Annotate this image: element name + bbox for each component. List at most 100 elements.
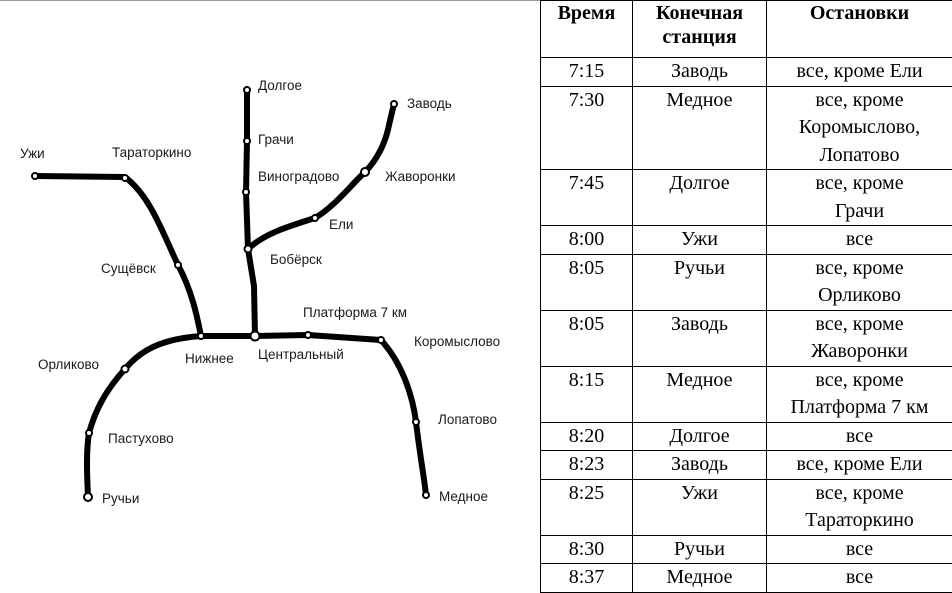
stops-line: все [846, 566, 873, 588]
station-vinogradovo-marker [243, 189, 249, 195]
station-label-koromyslovo: Коромыслово [414, 334, 500, 349]
terminal-cell: Ручьи [633, 254, 767, 310]
track-uzhi-nizhnee [35, 176, 201, 336]
stops-line: все [846, 538, 873, 560]
time-cell: 8:25 [541, 479, 633, 535]
station-label-pastukhovo: Пастухово [108, 431, 174, 446]
stops-cell: все, кроме Ели [767, 58, 952, 87]
terminal-cell: Медное [633, 86, 767, 170]
station-label-uzhi: Ужи [20, 146, 45, 161]
station-grachi-marker [244, 138, 250, 144]
terminal-cell: Долгое [633, 170, 767, 226]
station-sushchyovsk-marker [175, 262, 181, 268]
header-time: Время [541, 1, 633, 58]
time-cell: 8:05 [541, 254, 633, 310]
time-cell: 8:00 [541, 226, 633, 255]
stops-line: все, кроме Ели [796, 453, 922, 475]
stops-line: все, кроме [815, 172, 903, 194]
stops-line: все, кроме [815, 257, 903, 279]
station-platforma7-marker [305, 332, 311, 338]
station-label-lopatovo: Лопатово [438, 412, 497, 427]
station-koromyslovo-marker [378, 337, 384, 343]
station-label-nizhnee: Нижнее [185, 351, 234, 366]
station-zhavoronki-marker [361, 168, 369, 176]
terminal-cell: Ужи [633, 226, 767, 255]
time-cell: 8:05 [541, 310, 633, 366]
terminal-cell: Медное [633, 564, 767, 593]
stops-line: Тараторкино [805, 509, 914, 531]
station-label-platforma7: Платформа 7 км [303, 305, 407, 320]
station-orlikovo-marker [122, 366, 129, 373]
station-dolgoe-marker [244, 87, 250, 93]
terminal-cell: Ручьи [633, 535, 767, 564]
time-cell: 8:20 [541, 422, 633, 451]
terminal-cell: Заводь [633, 310, 767, 366]
stops-line: Грачи [835, 200, 884, 222]
stops-cell: все, кроме Грачи [767, 170, 952, 226]
stops-line: Жаворонки [811, 340, 908, 362]
header-terminal-line1: Конечная [656, 2, 743, 24]
stops-line: все [846, 228, 873, 250]
track-koromyslovo-mednoe [381, 340, 426, 495]
station-centralny-marker [251, 332, 260, 341]
track-centralny-dolgoe [246, 90, 255, 336]
station-uzhi-marker [32, 173, 38, 179]
stops-cell: все [767, 226, 952, 255]
station-zavod-marker [391, 101, 397, 107]
station-ruchyi-marker [84, 493, 92, 501]
station-pastukhovo-marker [86, 430, 92, 436]
railway-map: Долгое Грачи Виноградово Бобёрск Ели Жав… [0, 0, 540, 593]
track-nizhnee-koromyslovo [201, 335, 381, 340]
stops-line: все, кроме [815, 89, 903, 111]
station-taratorkino-marker [122, 175, 128, 181]
stops-line: все, кроме [815, 369, 903, 391]
station-label-mednoe: Медное [439, 489, 488, 504]
station-label-eli: Ели [329, 217, 353, 232]
stops-cell: все [767, 564, 952, 593]
terminal-cell: Ужи [633, 479, 767, 535]
time-cell: 8:15 [541, 366, 633, 422]
station-label-centralny: Центральный [258, 347, 344, 362]
time-cell: 7:30 [541, 86, 633, 170]
station-lopatovo-marker [413, 419, 419, 425]
time-cell: 8:30 [541, 535, 633, 564]
stops-cell: все, кроме Ели [767, 451, 952, 480]
time-cell: 8:37 [541, 564, 633, 593]
stops-cell: все [767, 535, 952, 564]
station-label-zhavoronki: Жаворонки [385, 169, 456, 184]
stops-line: все, кроме [815, 313, 903, 335]
stops-line: Платформа 7 км [791, 396, 929, 418]
stops-line: Коромыслово, [799, 116, 920, 138]
stops-cell: все [767, 422, 952, 451]
station-label-sushchyovsk: Сущёвск [101, 261, 156, 276]
station-mednoe-marker [423, 492, 429, 498]
stops-cell: все, кроме Жаворонки [767, 310, 952, 366]
station-label-zavod: Заводь [407, 96, 452, 111]
stops-cell: все, кроме Коромыслово, Лопатово [767, 86, 952, 170]
station-label-ruchyi: Ручьи [102, 491, 139, 506]
station-label-dolgoe: Долгое [258, 78, 302, 93]
track-nizhnee-ruchyi [87, 336, 201, 497]
terminal-cell: Долгое [633, 422, 767, 451]
stops-line: все, кроме Ели [796, 60, 922, 82]
station-nizhnee-marker [198, 333, 204, 339]
time-cell: 8:23 [541, 451, 633, 480]
terminal-cell: Заводь [633, 58, 767, 87]
stops-line: Лопатово [820, 144, 900, 166]
station-label-taratorkino: Тараторкино [112, 145, 191, 160]
station-bobersk-marker [245, 246, 252, 253]
